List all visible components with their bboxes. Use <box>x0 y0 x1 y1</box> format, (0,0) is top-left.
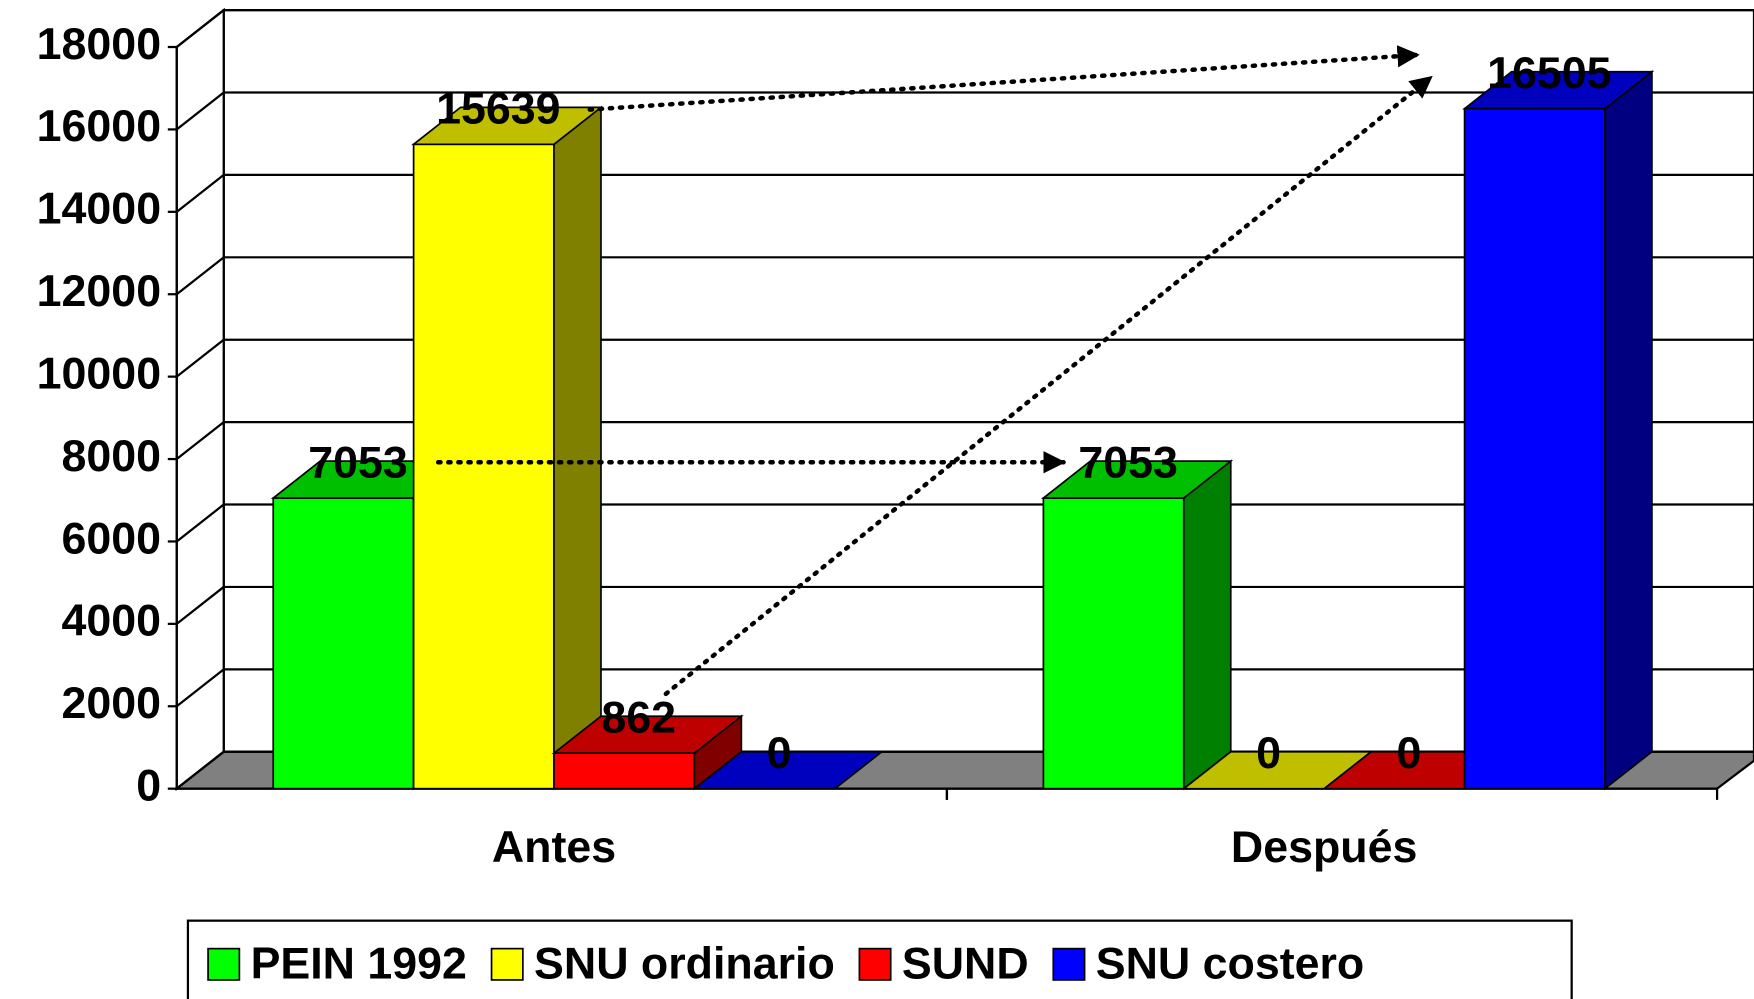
bar-side <box>553 105 602 791</box>
bar <box>551 714 744 791</box>
x-tick-label: Después <box>1231 822 1417 872</box>
y-tick-label: 8000 <box>62 431 162 481</box>
y-tick-label: 4000 <box>62 596 162 646</box>
legend-swatch <box>858 947 892 981</box>
bar-side <box>1182 459 1232 791</box>
side-wall <box>175 7 225 791</box>
legend-swatch <box>207 947 241 981</box>
legend-swatch <box>490 947 524 981</box>
y-tick-label: 2000 <box>62 678 162 728</box>
data-label: 16505 <box>1487 48 1611 98</box>
data-label: 7053 <box>308 437 408 487</box>
bar-front <box>272 497 415 790</box>
grid-line <box>176 9 225 48</box>
y-tick-label: 18000 <box>37 19 161 69</box>
legend: PEIN 1992 SNU ordinario SUND SNU costero <box>186 919 1573 999</box>
grid-line <box>176 421 225 460</box>
bar-top <box>551 715 744 754</box>
y-tick-label: 10000 <box>37 348 161 398</box>
grid-line <box>176 503 225 543</box>
bar-top <box>1040 460 1234 499</box>
data-label: 0 <box>767 728 792 778</box>
grid-line <box>176 91 225 131</box>
legend-label: SNU ordinario <box>534 938 835 988</box>
annotation-arrow <box>663 75 1434 697</box>
bar-top <box>1462 70 1655 110</box>
y-tick-label: 14000 <box>37 184 161 234</box>
grid-line <box>176 174 225 213</box>
legend-label: PEIN 1992 <box>251 938 467 988</box>
y-tick-label: 12000 <box>37 266 161 316</box>
annotation-arrow <box>587 45 1420 112</box>
legend-label: SUND <box>902 938 1029 988</box>
grid-line <box>176 750 225 790</box>
y-tick-label: 6000 <box>62 513 162 563</box>
y-tick-label: 0 <box>136 760 161 810</box>
bar-front <box>412 143 555 790</box>
y-tick-label: 16000 <box>37 101 161 151</box>
grid-line <box>176 256 225 296</box>
grid-line <box>176 338 225 378</box>
legend-label: SNU costero <box>1096 938 1364 988</box>
bar-front <box>1463 107 1606 790</box>
data-label: 15639 <box>436 84 560 134</box>
bar <box>1462 69 1655 791</box>
data-label: 0 <box>1396 728 1421 778</box>
data-label: 0 <box>1256 728 1281 778</box>
legend-swatch <box>1052 947 1086 981</box>
bar <box>1040 459 1234 791</box>
bar <box>691 750 885 790</box>
bar <box>411 105 604 791</box>
bar-front <box>553 752 696 790</box>
bar-side <box>1604 69 1653 791</box>
x-tick-label: Antes <box>492 822 616 872</box>
bar-front <box>1042 497 1185 790</box>
data-label: 7053 <box>1078 437 1178 487</box>
data-label: 862 <box>601 693 676 743</box>
grid-line <box>176 668 225 708</box>
bar-top <box>691 750 885 790</box>
grid-line <box>176 586 225 625</box>
